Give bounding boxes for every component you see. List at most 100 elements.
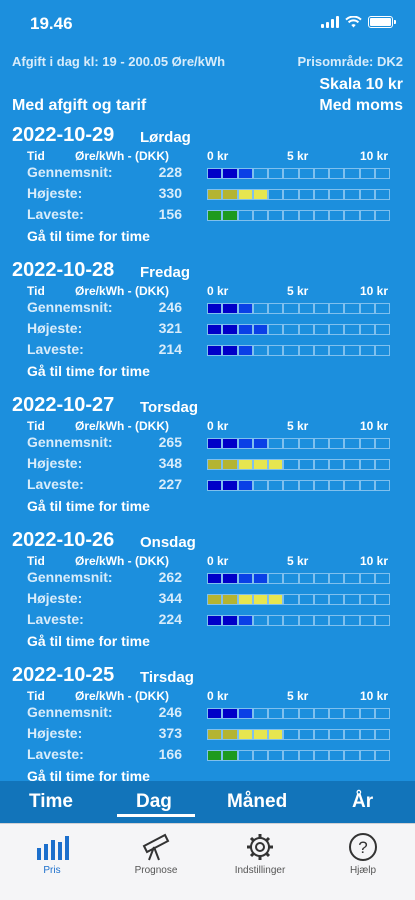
bar-segment xyxy=(268,189,284,200)
bar-segment xyxy=(268,708,284,719)
bar-segment xyxy=(374,303,390,314)
bar-segment xyxy=(237,189,253,200)
scale-10: 10 kr xyxy=(360,554,389,568)
bar-segment xyxy=(237,168,253,179)
col-head-unit: Øre/kWh - (DKK) xyxy=(75,149,169,163)
day-weekday: Torsdag xyxy=(140,399,199,416)
row-average-label: Gennemsnit: xyxy=(27,299,113,315)
bar-segment xyxy=(374,438,390,449)
bar-segment xyxy=(207,459,223,470)
row-highest-label: Højeste: xyxy=(27,185,83,201)
bar-segment xyxy=(222,438,238,449)
bar-segment xyxy=(313,729,329,740)
row-highest-bar xyxy=(207,459,390,470)
day-date: 2022-10-29 xyxy=(12,124,115,146)
bar-segment xyxy=(237,480,253,491)
bar-segment xyxy=(298,594,314,605)
day-date: 2022-10-27 xyxy=(12,394,115,416)
col-head-time: Tid xyxy=(27,419,45,433)
row-lowest-bar xyxy=(207,750,390,761)
row-average-label: Gennemsnit: xyxy=(27,164,113,180)
bar-segment xyxy=(298,750,314,761)
row-highest-value: 348 xyxy=(158,455,182,471)
bar-segment xyxy=(298,573,314,584)
bar-segment xyxy=(374,210,390,221)
goto-hourly-link[interactable]: Gå til time for time xyxy=(27,633,150,649)
nav-indstillinger[interactable]: Indstillinger xyxy=(220,832,300,876)
nav-pris[interactable]: Pris xyxy=(12,832,92,876)
bar-segment xyxy=(268,438,284,449)
scale-10: 10 kr xyxy=(360,149,389,163)
scale-0: 0 kr xyxy=(207,689,229,703)
row-average-bar xyxy=(207,573,390,584)
bar-segment xyxy=(374,168,390,179)
day-block: 2022-10-28 Fredag Tid Øre/kWh - (DKK) 0 kr 5 … xyxy=(0,259,415,389)
row-lowest-label: Laveste: xyxy=(27,611,84,627)
bar-segment xyxy=(359,189,375,200)
bar-segment xyxy=(344,168,360,179)
tab-aar[interactable]: År xyxy=(352,791,374,812)
bar-segment xyxy=(374,459,390,470)
bar-segment xyxy=(207,210,223,221)
bar-segment xyxy=(359,459,375,470)
bar-segment xyxy=(329,750,345,761)
bar-segment xyxy=(313,459,329,470)
row-lowest-value: 156 xyxy=(158,206,182,222)
tab-time[interactable]: Time xyxy=(29,791,74,812)
bar-segment xyxy=(329,345,345,356)
tab-dag[interactable]: Dag xyxy=(136,791,172,812)
vat-label[interactable]: Med moms xyxy=(319,97,403,114)
scale-5: 5 kr xyxy=(287,554,309,568)
bar-segment xyxy=(207,750,223,761)
bar-segment xyxy=(252,210,268,221)
bar-segment xyxy=(298,345,314,356)
bar-segment xyxy=(252,573,268,584)
bar-segment xyxy=(344,480,360,491)
col-head-time: Tid xyxy=(27,284,45,298)
row-average-value: 262 xyxy=(158,569,182,585)
nav-prognose[interactable]: Prognose xyxy=(116,832,196,876)
scale-0: 0 kr xyxy=(207,284,229,298)
period-tabs: Time Dag Måned År xyxy=(0,781,415,823)
row-lowest-bar xyxy=(207,480,390,491)
bar-segment xyxy=(374,345,390,356)
bar-segment xyxy=(374,594,390,605)
bar-segment xyxy=(252,438,268,449)
bar-segment xyxy=(344,324,360,335)
scale-label[interactable]: Skala 10 kr xyxy=(319,76,403,93)
goto-hourly-link[interactable]: Gå til time for time xyxy=(27,768,150,784)
bar-segment xyxy=(283,750,299,761)
col-head-time: Tid xyxy=(27,554,45,568)
goto-hourly-link[interactable]: Gå til time for time xyxy=(27,228,150,244)
nav-hjaelp[interactable]: ? Hjælp xyxy=(323,832,403,876)
col-head-unit: Øre/kWh - (DKK) xyxy=(75,554,169,568)
bar-segment xyxy=(252,459,268,470)
bar-segment xyxy=(313,750,329,761)
row-lowest-value: 224 xyxy=(158,611,182,627)
row-average-bar xyxy=(207,303,390,314)
bar-segment xyxy=(222,324,238,335)
day-block: 2022-10-26 Onsdag Tid Øre/kWh - (DKK) 0 kr 5 … xyxy=(0,529,415,659)
bar-segment xyxy=(207,615,223,626)
goto-hourly-link[interactable]: Gå til time for time xyxy=(27,498,150,514)
col-head-unit: Øre/kWh - (DKK) xyxy=(75,284,169,298)
bar-segment xyxy=(252,480,268,491)
day-weekday: Onsdag xyxy=(140,534,196,551)
bar-segment xyxy=(359,210,375,221)
tax-tariff-label[interactable]: Med afgift og tarif xyxy=(12,97,147,114)
bar-segment xyxy=(207,345,223,356)
nav-label-indstillinger: Indstillinger xyxy=(234,865,286,876)
tab-maaned[interactable]: Måned xyxy=(227,791,288,812)
row-lowest-value: 227 xyxy=(158,476,182,492)
bar-segment xyxy=(344,729,360,740)
goto-hourly-link[interactable]: Gå til time for time xyxy=(27,363,150,379)
row-average-value: 246 xyxy=(158,299,182,315)
day-block: 2022-10-27 Torsdag Tid Øre/kWh - (DKK) 0 kr 5… xyxy=(0,394,415,524)
bar-segment xyxy=(298,459,314,470)
bar-segment xyxy=(359,729,375,740)
bar-segment xyxy=(252,168,268,179)
scale-10: 10 kr xyxy=(360,689,389,703)
bar-segment xyxy=(313,303,329,314)
bar-segment xyxy=(298,189,314,200)
scale-0: 0 kr xyxy=(207,419,229,433)
